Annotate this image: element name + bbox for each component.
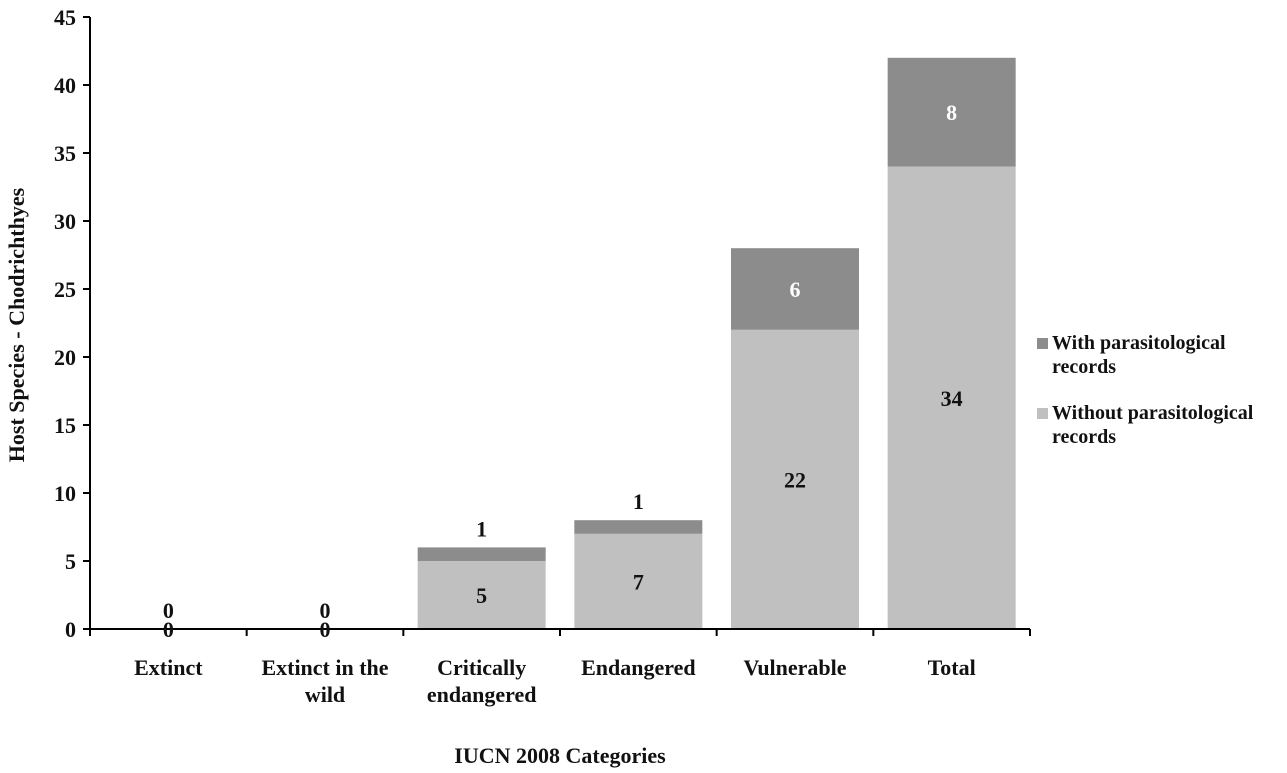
bar-segment [887,166,1016,629]
y-tick-label: 45 [54,5,76,30]
bar-segment [574,533,703,629]
data-label: 0 [320,598,331,623]
x-tick-label: Extinct in the wild [261,655,388,707]
y-tick-label: 20 [54,345,76,370]
x-axis-title: IUCN 2008 Categories [454,743,666,768]
y-tick-label: 35 [54,141,76,166]
bar-segment [417,547,546,561]
legend-label: With parasitological records [1052,332,1226,378]
bar-segment [887,57,1016,167]
legend-swatch [1037,408,1048,419]
data-label: 5 [476,583,487,608]
data-label: 1 [633,489,644,514]
y-tick-label: 5 [65,549,76,574]
legend-swatch [1037,338,1048,349]
data-label: 7 [633,569,644,594]
bar-segment [731,329,859,629]
data-label: 6 [790,277,801,302]
bar-segment [731,248,859,330]
x-tick-label: Extinct [134,655,203,680]
x-tick-label: Total [928,655,976,680]
y-tick-label: 30 [54,209,76,234]
data-label: 0 [163,617,174,642]
bar-segment [574,520,703,534]
legend-label: Without parasitological records [1052,402,1254,448]
x-tick-label: Critically endangered [427,655,537,707]
bar-segment [417,561,546,629]
data-label: 0 [163,598,174,623]
y-tick-label: 15 [54,413,76,438]
x-tick-label: Vulnerable [743,655,846,680]
y-tick-label: 40 [54,73,76,98]
y-tick-label: 0 [65,617,76,642]
x-tick-label: Endangered [581,655,696,680]
data-label: 22 [784,467,806,492]
y-tick-label: 10 [54,481,76,506]
y-tick-label: 25 [54,277,76,302]
data-label: 0 [320,617,331,642]
data-label: 34 [941,386,963,411]
data-label: 1 [476,516,487,541]
data-label: 8 [946,100,957,125]
legend: With parasitological records Without paras… [1037,332,1254,448]
y-axis-title: Host Species - Chodrichthyes [4,187,29,462]
